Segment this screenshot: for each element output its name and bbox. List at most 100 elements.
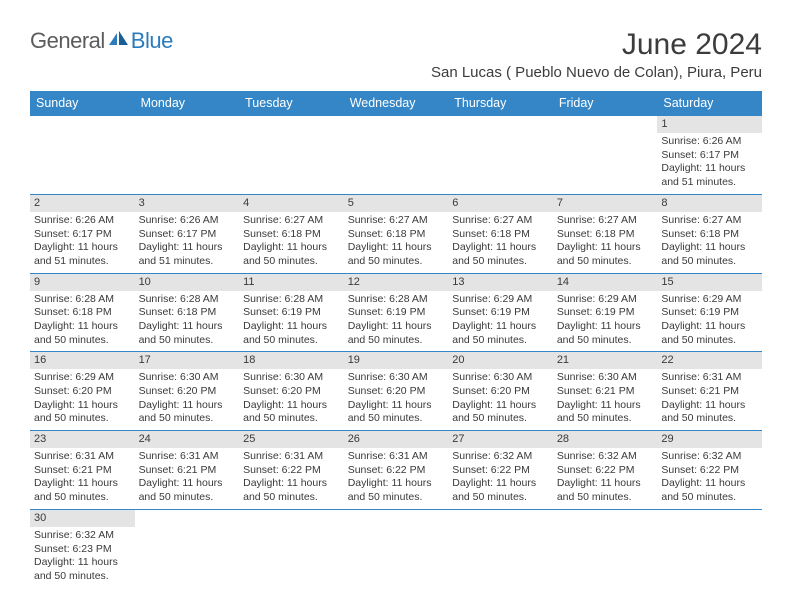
calendar-cell: 11Sunrise: 6:28 AMSunset: 6:19 PMDayligh… — [239, 273, 344, 352]
sunrise-line: Sunrise: 6:27 AM — [452, 214, 549, 228]
day-number — [657, 510, 762, 527]
sunset-line: Sunset: 6:21 PM — [661, 385, 758, 399]
calendar-cell — [239, 116, 344, 194]
day-number: 22 — [657, 352, 762, 369]
day-details: Sunrise: 6:30 AMSunset: 6:21 PMDaylight:… — [553, 369, 658, 430]
day-number — [239, 510, 344, 527]
calendar-cell: 27Sunrise: 6:32 AMSunset: 6:22 PMDayligh… — [448, 431, 553, 510]
calendar-cell: 9Sunrise: 6:28 AMSunset: 6:18 PMDaylight… — [30, 273, 135, 352]
calendar-cell: 28Sunrise: 6:32 AMSunset: 6:22 PMDayligh… — [553, 431, 658, 510]
day-details: Sunrise: 6:29 AMSunset: 6:19 PMDaylight:… — [553, 291, 658, 352]
day-number: 16 — [30, 352, 135, 369]
sunset-line: Sunset: 6:19 PM — [348, 306, 445, 320]
daylight-line: Daylight: 11 hours and 50 minutes. — [661, 399, 758, 426]
sunrise-line: Sunrise: 6:32 AM — [557, 450, 654, 464]
weekday-header: Sunday — [30, 91, 135, 116]
day-number: 11 — [239, 274, 344, 291]
calendar-week: 23Sunrise: 6:31 AMSunset: 6:21 PMDayligh… — [30, 431, 762, 510]
calendar-cell: 15Sunrise: 6:29 AMSunset: 6:19 PMDayligh… — [657, 273, 762, 352]
sunrise-line: Sunrise: 6:29 AM — [34, 371, 131, 385]
day-number: 5 — [344, 195, 449, 212]
calendar-week: 16 Sunrise: 6:29 AM Sunset: 6:20 PM Dayligh… — [30, 352, 762, 431]
calendar-cell: 25Sunrise: 6:31 AMSunset: 6:22 PMDayligh… — [239, 431, 344, 510]
day-number: 20 — [448, 352, 553, 369]
day-number: 30 — [30, 510, 135, 527]
day-number: 6 — [448, 195, 553, 212]
sunset-line: Sunset: 6:19 PM — [661, 306, 758, 320]
calendar-cell: 26Sunrise: 6:31 AMSunset: 6:22 PMDayligh… — [344, 431, 449, 510]
day-number: 13 — [448, 274, 553, 291]
day-details: Sunrise: 6:31 AMSunset: 6:22 PMDaylight:… — [344, 448, 449, 509]
sail-icon — [107, 31, 129, 47]
day-details: Sunrise: 6:30 AMSunset: 6:20 PMDaylight:… — [448, 369, 553, 430]
sunset-line: Sunset: 6:18 PM — [243, 228, 340, 242]
sunrise-line: Sunrise: 6:26 AM — [139, 214, 236, 228]
sunset-line: Sunset: 6:18 PM — [139, 306, 236, 320]
day-details: Sunrise: 6:27 AMSunset: 6:18 PMDaylight:… — [448, 212, 553, 273]
day-details: Sunrise: 6:30 AMSunset: 6:20 PMDaylight:… — [239, 369, 344, 430]
calendar-cell — [553, 116, 658, 194]
calendar-cell: 7Sunrise: 6:27 AMSunset: 6:18 PMDaylight… — [553, 194, 658, 273]
calendar-cell: 2Sunrise: 6:26 AMSunset: 6:17 PMDaylight… — [30, 194, 135, 273]
sunset-line: Sunset: 6:17 PM — [139, 228, 236, 242]
sunset-line: Sunset: 6:20 PM — [348, 385, 445, 399]
calendar-cell — [239, 509, 344, 587]
daylight-line: Daylight: 11 hours and 50 minutes. — [139, 399, 236, 426]
sunrise-line: Sunrise: 6:30 AM — [243, 371, 340, 385]
sunset-line: Sunset: 6:18 PM — [452, 228, 549, 242]
day-number — [30, 116, 135, 133]
calendar-cell — [553, 509, 658, 587]
calendar-week: 1Sunrise: 6:26 AMSunset: 6:17 PMDaylight… — [30, 116, 762, 194]
sunrise-line: Sunrise: 6:28 AM — [34, 293, 131, 307]
calendar-cell: 20Sunrise: 6:30 AMSunset: 6:20 PMDayligh… — [448, 352, 553, 431]
daylight-line: Daylight: 11 hours and 50 minutes. — [34, 477, 131, 504]
calendar-cell: 23Sunrise: 6:31 AMSunset: 6:21 PMDayligh… — [30, 431, 135, 510]
day-number: 14 — [553, 274, 658, 291]
day-details: Sunrise: 6:26 AMSunset: 6:17 PMDaylight:… — [657, 133, 762, 194]
calendar-cell: 19Sunrise: 6:30 AMSunset: 6:20 PMDayligh… — [344, 352, 449, 431]
daylight-line: Daylight: 11 hours and 51 minutes. — [34, 241, 131, 268]
calendar-cell: 4Sunrise: 6:27 AMSunset: 6:18 PMDaylight… — [239, 194, 344, 273]
calendar-cell: 6Sunrise: 6:27 AMSunset: 6:18 PMDaylight… — [448, 194, 553, 273]
calendar-week: 2Sunrise: 6:26 AMSunset: 6:17 PMDaylight… — [30, 194, 762, 273]
day-number: 15 — [657, 274, 762, 291]
calendar-cell — [448, 509, 553, 587]
sunrise-line: Sunrise: 6:31 AM — [34, 450, 131, 464]
day-number: 1 — [657, 116, 762, 133]
day-details: Sunrise: 6:28 AMSunset: 6:19 PMDaylight:… — [344, 291, 449, 352]
day-number: 10 — [135, 274, 240, 291]
calendar-cell — [657, 509, 762, 587]
day-number: 24 — [135, 431, 240, 448]
day-details: Sunrise: 6:32 AMSunset: 6:22 PMDaylight:… — [657, 448, 762, 509]
day-details: Sunrise: 6:31 AMSunset: 6:21 PMDaylight:… — [30, 448, 135, 509]
sunset-line: Sunset: 6:18 PM — [348, 228, 445, 242]
calendar-week: 30Sunrise: 6:32 AMSunset: 6:23 PMDayligh… — [30, 509, 762, 587]
day-details: Sunrise: 6:28 AMSunset: 6:18 PMDaylight:… — [135, 291, 240, 352]
day-details: Sunrise: 6:29 AMSunset: 6:19 PMDaylight:… — [657, 291, 762, 352]
day-number — [448, 510, 553, 527]
weekday-header: Monday — [135, 91, 240, 116]
header: General Blue June 2024 San Lucas ( Puebl… — [30, 28, 762, 87]
sunset-line: Sunset: 6:19 PM — [243, 306, 340, 320]
sunrise-line: Sunrise: 6:29 AM — [557, 293, 654, 307]
sunset-line: Sunset: 6:19 PM — [452, 306, 549, 320]
day-number — [135, 116, 240, 133]
calendar-cell: 13Sunrise: 6:29 AMSunset: 6:19 PMDayligh… — [448, 273, 553, 352]
calendar-cell — [135, 509, 240, 587]
sunrise-line: Sunrise: 6:26 AM — [34, 214, 131, 228]
day-number: 7 — [553, 195, 658, 212]
calendar-cell: 16Sunrise: 6:29 AMSunset: 6:20 PMDayligh… — [30, 352, 135, 431]
calendar-table: SundayMondayTuesdayWednesdayThursdayFrid… — [30, 91, 762, 588]
sunrise-line: Sunrise: 6:29 AM — [661, 293, 758, 307]
sunrise-line: Sunrise: 6:27 AM — [348, 214, 445, 228]
sunrise-line: Sunrise: 6:32 AM — [34, 529, 131, 543]
calendar-cell: 24Sunrise: 6:31 AMSunset: 6:21 PMDayligh… — [135, 431, 240, 510]
daylight-line: Daylight: 11 hours and 50 minutes. — [243, 320, 340, 347]
calendar-cell: 17Sunrise: 6:30 AMSunset: 6:20 PMDayligh… — [135, 352, 240, 431]
daylight-line: Daylight: 11 hours and 50 minutes. — [557, 477, 654, 504]
calendar-cell: 1Sunrise: 6:26 AMSunset: 6:17 PMDaylight… — [657, 116, 762, 194]
brand-part2: Blue — [131, 28, 173, 54]
daylight-line: Daylight: 11 hours and 50 minutes. — [452, 241, 549, 268]
day-number — [344, 116, 449, 133]
calendar-cell: 29Sunrise: 6:32 AMSunset: 6:22 PMDayligh… — [657, 431, 762, 510]
